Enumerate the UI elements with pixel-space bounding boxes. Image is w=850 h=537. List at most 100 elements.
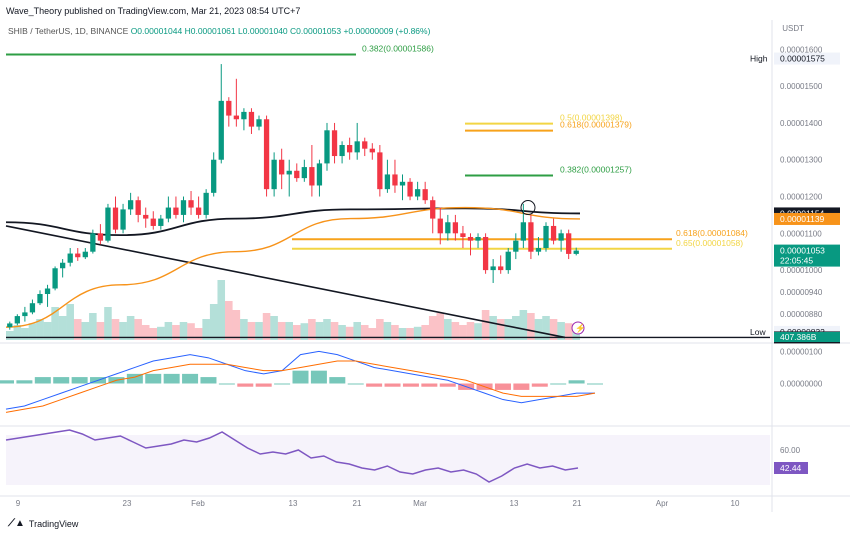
candle-body xyxy=(14,316,20,324)
candle-body xyxy=(558,233,564,241)
macd-histogram-bar xyxy=(384,383,401,387)
volume-bar xyxy=(398,328,407,340)
candle-body xyxy=(256,119,262,127)
macd-histogram-bar xyxy=(0,380,14,384)
volume-bar xyxy=(225,301,233,340)
candle-body xyxy=(498,266,504,271)
candle-body xyxy=(414,189,421,197)
volume-bar xyxy=(519,310,528,340)
macd-histogram-bar xyxy=(329,377,346,384)
candle-body xyxy=(535,248,542,252)
candle-body xyxy=(543,225,549,249)
candle-body xyxy=(248,111,255,127)
candle-body xyxy=(294,170,300,179)
ohlc-legend: SHIB / TetherUS, 1D, BINANCE O0.00001044… xyxy=(8,26,430,36)
price-tick-label: 0.00001200 xyxy=(780,193,823,202)
volume-bar xyxy=(119,322,127,340)
ema50-line xyxy=(5,206,581,328)
candle-body xyxy=(165,207,172,219)
volume-bar xyxy=(187,323,195,340)
date-tick-label: 23 xyxy=(123,499,132,508)
macd-histogram-bar xyxy=(439,383,456,387)
price-tag-countdown: 22:05:45 xyxy=(780,256,813,266)
candle-body xyxy=(90,233,96,252)
price-tick-label: 0.00001500 xyxy=(780,82,823,91)
candle-body xyxy=(399,181,406,186)
candle-body xyxy=(29,303,36,313)
macd-tick-label: 0.00000000 xyxy=(780,380,823,389)
volume-bar xyxy=(43,322,52,340)
candle-body xyxy=(82,251,88,258)
candle-body xyxy=(566,233,572,254)
lightning-icon-glyph: ⚡ xyxy=(575,323,586,334)
volume-bar xyxy=(308,319,316,340)
publisher-header: Wave_Theory published on TradingView.com… xyxy=(6,6,301,16)
macd-histogram-bar xyxy=(182,373,199,384)
volume-bar xyxy=(489,316,497,340)
volume-bar xyxy=(353,322,361,340)
volume-bar xyxy=(6,331,14,340)
volume-bar xyxy=(564,323,573,340)
candle-body xyxy=(422,189,428,201)
volume-bar xyxy=(360,325,369,340)
volume-bar xyxy=(73,319,82,340)
volume-bar xyxy=(421,325,429,340)
macd-histogram-bar xyxy=(587,383,603,385)
candle-body xyxy=(384,174,391,190)
lightning-icon xyxy=(571,321,585,335)
volume-bar xyxy=(338,325,346,340)
candle-body xyxy=(460,233,466,237)
candle-body xyxy=(377,152,383,190)
volume-bar xyxy=(217,280,226,340)
volume-bar xyxy=(255,322,263,340)
candle-body xyxy=(286,170,292,175)
volume-bar xyxy=(428,316,437,340)
candle-body xyxy=(135,200,141,215)
price-tag-bg xyxy=(774,212,840,225)
candle-body xyxy=(218,100,224,160)
highlight-circle xyxy=(520,200,536,216)
volume-bar xyxy=(527,313,535,340)
rsi-tag-value: 42.44 xyxy=(780,463,802,473)
macd-histogram-bar xyxy=(200,377,217,384)
macd-histogram-bar xyxy=(494,383,511,390)
candle-body xyxy=(362,141,368,149)
volume-bar xyxy=(376,319,384,340)
volume-bar xyxy=(293,325,301,340)
volume-bar xyxy=(51,307,59,340)
volume-bar xyxy=(383,322,392,340)
candle-body xyxy=(490,266,496,271)
symbol-label[interactable]: SHIB / TetherUS, 1D, BINANCE xyxy=(8,26,129,36)
volume-bar xyxy=(406,328,414,340)
candle-body xyxy=(97,233,104,241)
volume-bar xyxy=(542,316,550,340)
close-value: C0.00001053 xyxy=(290,26,342,36)
volume-bar xyxy=(36,319,44,340)
candle-body xyxy=(271,159,277,190)
macd-histogram-bar xyxy=(310,370,327,384)
candle-body xyxy=(7,323,13,328)
volume-bar xyxy=(549,319,558,340)
price-tick-label: 0.00001100 xyxy=(780,229,822,238)
price-tick-label: 0.00001600 xyxy=(780,45,823,54)
price-tag-label: Low xyxy=(750,327,766,337)
candle-body xyxy=(528,222,534,252)
candle-body xyxy=(309,167,315,186)
candle-body xyxy=(67,253,73,263)
candle-body xyxy=(211,159,217,193)
volume-bar xyxy=(13,325,22,340)
candle-body xyxy=(263,119,270,190)
volume-bar xyxy=(262,313,271,340)
date-tick-label: Mar xyxy=(413,499,427,508)
candle-body xyxy=(339,145,345,157)
date-tick-label: 13 xyxy=(289,499,298,508)
volume-bar xyxy=(504,319,513,340)
price-tick-label: 0.00001300 xyxy=(780,156,823,165)
change-value: +0.00000009 (+0.86%) xyxy=(343,26,431,36)
macd-histogram-bar xyxy=(53,377,70,384)
volume-bar xyxy=(141,325,150,340)
macd-histogram-bar xyxy=(126,373,143,384)
macd-histogram-bar xyxy=(531,383,548,387)
volume-bar xyxy=(496,319,505,340)
